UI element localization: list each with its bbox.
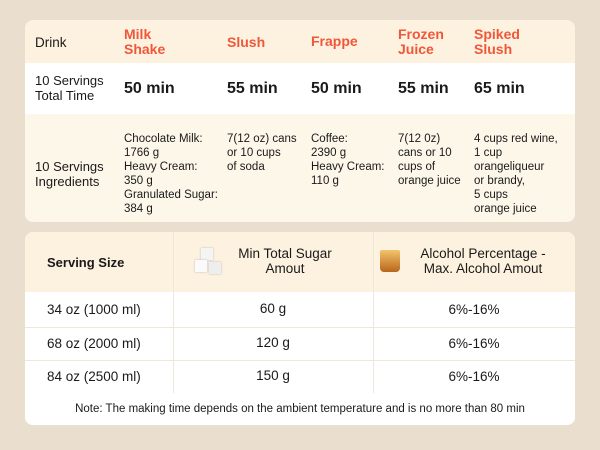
sugar-cubes-icon [193,248,227,278]
serving-size: 34 oz (1000 ml) [47,302,141,317]
serving-size: 68 oz (2000 ml) [47,336,141,351]
header-row: Serving Size Min Total Sugar Amout Alcoh… [25,232,575,292]
table-row: 34 oz (1000 ml) 60 g 6%-16% [25,292,575,327]
ingredients-value: 7(12 0z) cans or 10 cups of orange juice [398,133,461,187]
drink-milk-shake: Milk Shake [124,26,166,57]
ingredients-value: 4 cups red wine, 1 cup orangeliqueur or … [474,133,558,215]
ingredients-row: 10 Servings Ingredients Chocolate Milk: … [25,114,575,222]
total-time-row: 10 Servings Total Time 50 min 55 min 50 … [25,63,575,114]
time-value: 50 min [124,80,175,97]
time-value: 55 min [227,80,278,97]
sugar-header: Min Total Sugar Amout [238,246,332,276]
note-text: Note: The making time depends on the amb… [75,403,525,415]
ingredients-value: Coffee: 2390 g Heavy Cream: 110 g [311,133,385,187]
header-row: Drink Milk Shake Slush Frappe Frozen Jui… [25,20,575,63]
sugar-amount: 150 g [256,368,290,383]
total-time-label: 10 Servings Total Time [35,73,104,103]
alcohol-header: Alcohol Percentage - Max. Alcohol Amout [420,246,546,276]
serving-size-table: Serving Size Min Total Sugar Amout Alcoh… [25,232,575,425]
drink-frappe: Frappe [311,33,358,49]
time-value: 50 min [311,80,362,97]
table-row: 84 oz (2500 ml) 150 g 6%-16% [25,360,575,393]
table-row: 68 oz (2000 ml) 120 g 6%-16% [25,327,575,360]
alcohol-percentage: 6%-16% [448,369,500,384]
serving-size: 84 oz (2500 ml) [47,369,141,384]
drink-comparison-table: Drink Milk Shake Slush Frappe Frozen Jui… [25,20,575,222]
alcohol-percentage: 6%-16% [448,302,500,317]
sugar-amount: 120 g [256,335,290,350]
drink-frozen-juice: Frozen Juice [398,26,444,57]
sugar-amount: 60 g [259,301,287,316]
note-row: Note: The making time depends on the amb… [25,393,575,425]
alcohol-percentage: 6%-16% [448,336,500,351]
whiskey-glass-icon [380,250,400,272]
ingredients-label: 10 Servings Ingredients [35,159,104,189]
drink-spiked-slush: Spiked Slush [474,26,520,57]
ingredients-value: Chocolate Milk: 1766 g Heavy Cream: 350 … [124,133,218,215]
time-value: 65 min [474,80,525,97]
time-value: 55 min [398,80,449,97]
drink-label: Drink [35,35,67,50]
serving-size-header: Serving Size [47,255,125,270]
drink-slush: Slush [227,34,266,50]
ingredients-value: 7(12 oz) cans or 10 cups of soda [227,133,297,173]
